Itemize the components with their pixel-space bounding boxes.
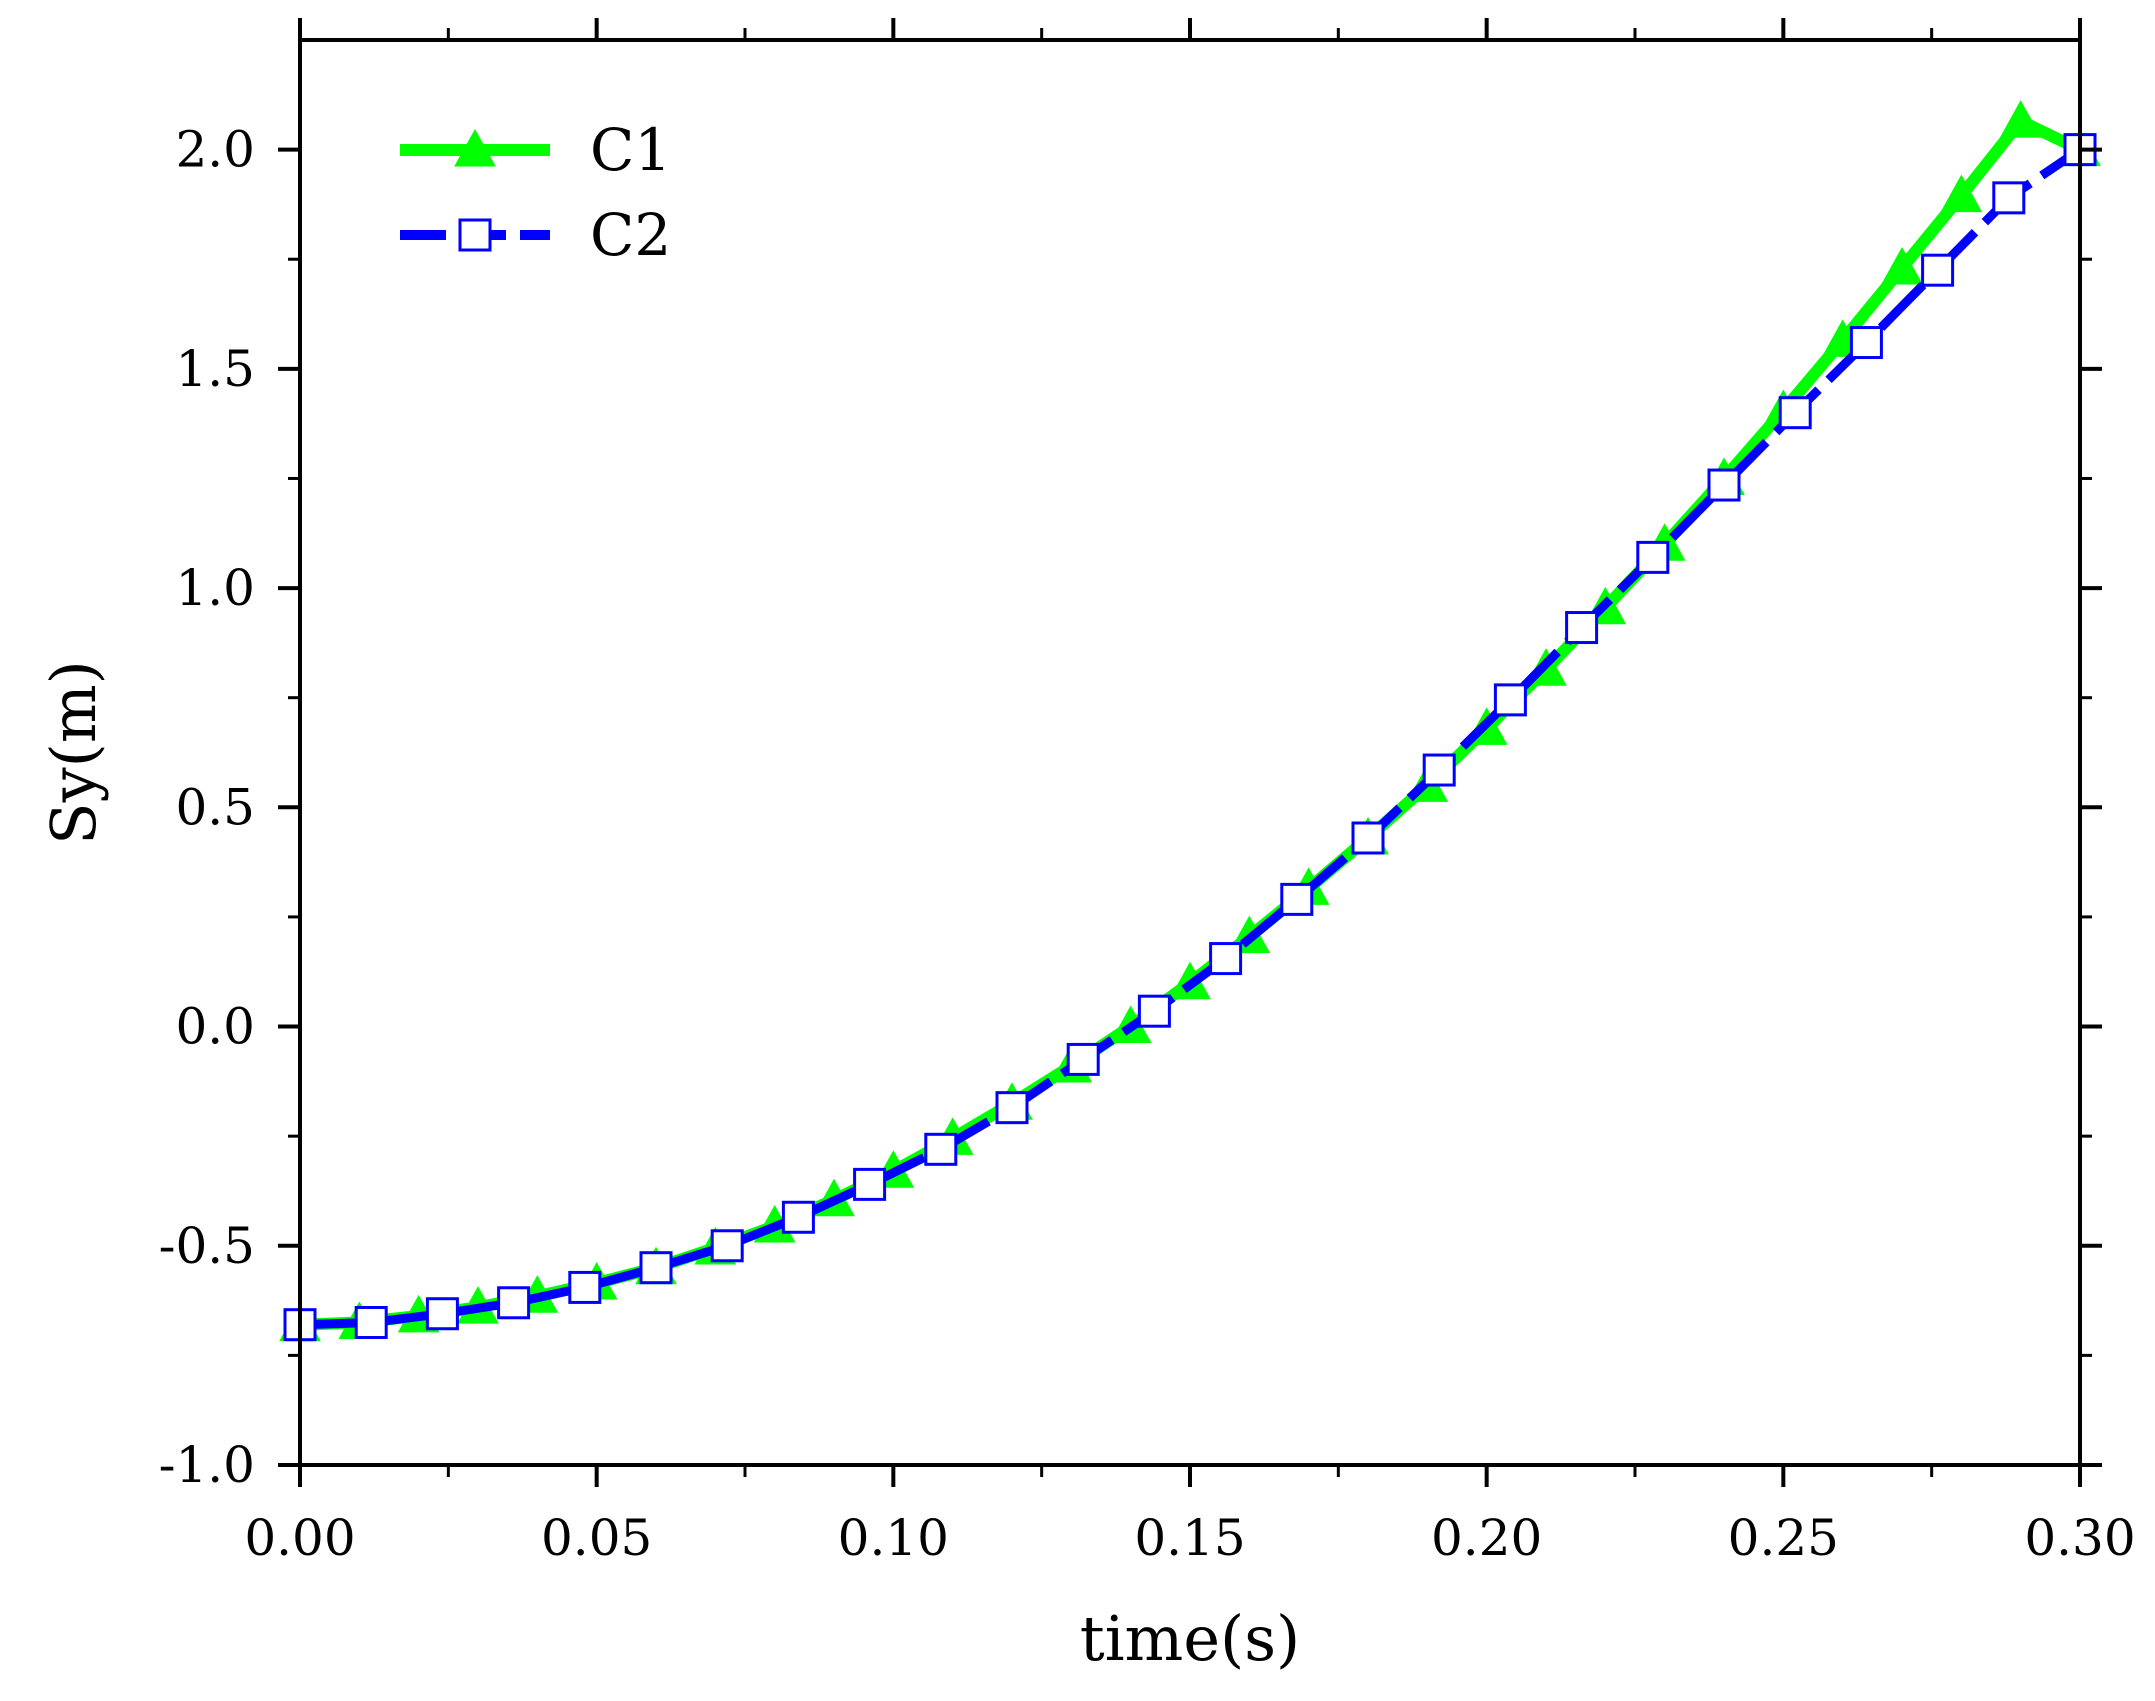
series-c2-point — [1849, 326, 1883, 360]
series-c2-point — [995, 1091, 1029, 1125]
y-axis-title: Sy(m) — [37, 660, 110, 845]
series-c2-point — [639, 1251, 673, 1285]
series-c2-point — [1422, 753, 1456, 787]
legend-item-c2: C2 — [400, 201, 671, 269]
tick-layer: 0.00 0.05 0.10 0.15 0.20 0.25 0.30 -1.0 -0.5 0.0 0… — [159, 18, 2136, 1567]
series-c2-point — [1992, 181, 2026, 215]
series-c2-point — [1280, 882, 1314, 916]
legend-marker-c1 — [454, 128, 496, 167]
series-c2-point — [1778, 396, 1812, 430]
series-c2-point — [710, 1229, 744, 1263]
series-c2-point — [1209, 942, 1243, 976]
series-c2-point — [1066, 1042, 1100, 1076]
y-tick-label: 0.5 — [175, 778, 255, 836]
x-tick-label: 0.25 — [1728, 1509, 1839, 1567]
series-c2-point — [354, 1306, 388, 1339]
legend-item-c1: C1 — [400, 116, 671, 184]
series-layer — [279, 100, 2101, 1342]
series-c1-point — [1940, 174, 1983, 213]
series-c2-point — [1636, 540, 1670, 574]
series-c2-point — [1137, 994, 1171, 1028]
series-c2-point — [1707, 468, 1741, 502]
series-c1-point — [1881, 246, 1923, 285]
x-axis-title: time(s) — [1080, 1602, 1300, 1675]
y-tick-label: 2.0 — [175, 121, 255, 179]
y-tick-label: 1.0 — [175, 559, 255, 617]
x-tick-label: 0.10 — [838, 1509, 949, 1567]
legend-label-c1: C1 — [590, 116, 671, 184]
series-c2-point — [1921, 253, 1955, 287]
y-tick-label: -0.5 — [159, 1217, 255, 1275]
series-c2-point — [1493, 683, 1527, 717]
x-tick-label: 0.30 — [2024, 1509, 2135, 1567]
x-tick-label: 0.05 — [541, 1509, 652, 1567]
series-c2-point — [1565, 611, 1599, 645]
y-tick-label: -1.0 — [159, 1436, 255, 1494]
series-c2-point — [1351, 821, 1385, 855]
series-c1-point — [1999, 100, 2042, 138]
x-tick-label: 0.00 — [244, 1509, 355, 1567]
series-c2-point — [425, 1297, 459, 1331]
x-tick-label: 0.20 — [1431, 1509, 1542, 1567]
series-c2-point — [497, 1286, 531, 1320]
legend-label-c2: C2 — [590, 201, 671, 269]
series-c2-point — [924, 1132, 958, 1166]
series-c2-point — [781, 1200, 815, 1234]
series-c2 — [283, 133, 2097, 1342]
y-tick-label: 0.0 — [175, 998, 255, 1056]
series-c2-point — [853, 1167, 887, 1201]
x-tick-label: 0.15 — [1134, 1509, 1245, 1567]
series-c2-point — [568, 1270, 602, 1304]
legend-marker-c2 — [458, 218, 492, 252]
y-tick-label: 1.5 — [175, 340, 255, 398]
